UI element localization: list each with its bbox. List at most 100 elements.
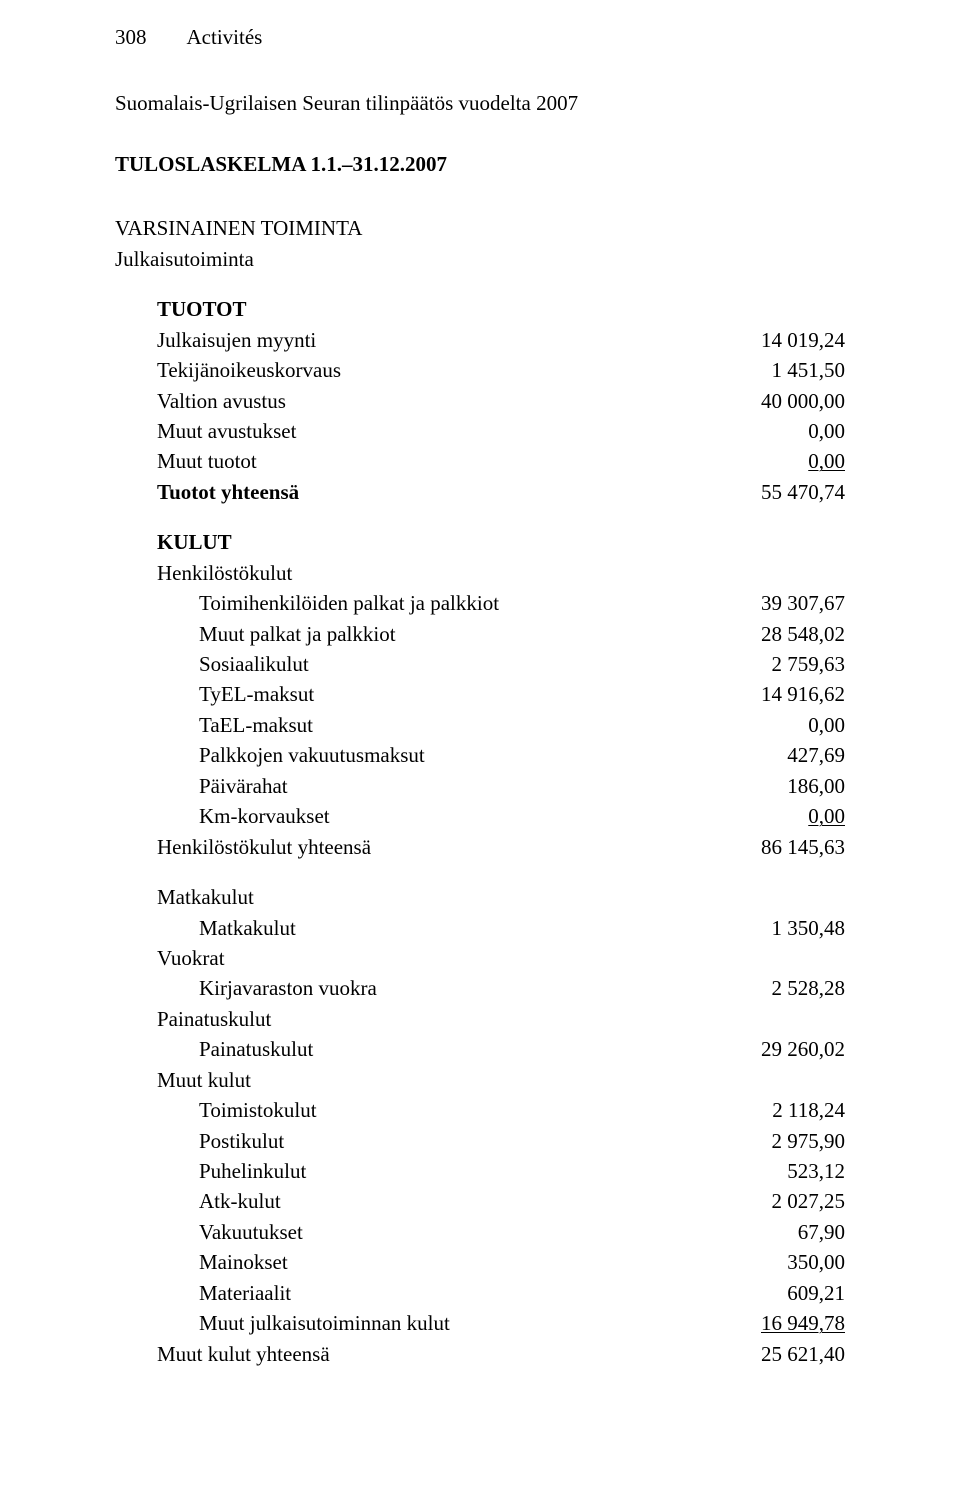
subsection-row: Matkakulut xyxy=(115,882,845,912)
row-value: 2 759,63 xyxy=(626,649,845,679)
row-label: TyEL-maksut xyxy=(115,679,626,709)
row-label: Muut julkaisutoiminnan kulut xyxy=(115,1308,626,1338)
tuotot-total-label: Tuotot yhteensä xyxy=(115,477,626,507)
row-value: 0,00 xyxy=(626,446,845,476)
table-row: Atk-kulut 2 027,25 xyxy=(115,1186,845,1216)
tuotot-header-row: TUOTOT xyxy=(115,294,845,324)
running-header: 308 Activités xyxy=(115,22,845,52)
row-value: 40 000,00 xyxy=(626,386,845,416)
table-row: TyEL-maksut 14 916,62 xyxy=(115,679,845,709)
row-label: Julkaisujen myynti xyxy=(115,325,626,355)
row-label: Matkakulut xyxy=(115,913,626,943)
table-row: Julkaisujen myynti 14 019,24 xyxy=(115,325,845,355)
row-label: Palkkojen vakuutusmaksut xyxy=(115,740,626,770)
table-row: Postikulut 2 975,90 xyxy=(115,1126,845,1156)
vuokrat-header: Vuokrat xyxy=(115,943,626,973)
title-line-2: TULOSLASKELMA 1.1.–31.12.2007 xyxy=(115,149,845,179)
row-label: Mainokset xyxy=(115,1247,626,1277)
tuotot-total-value: 55 470,74 xyxy=(626,477,845,507)
total-row: Muut kulut yhteensä 25 621,40 xyxy=(115,1339,845,1369)
row-value: 28 548,02 xyxy=(626,619,845,649)
table-row: Km-korvaukset 0,00 xyxy=(115,801,845,831)
row-label: Kirjavaraston vuokra xyxy=(115,973,626,1003)
row-value: 2 118,24 xyxy=(626,1095,845,1125)
row-value: 39 307,67 xyxy=(626,588,845,618)
row-label: Toimihenkilöiden palkat ja palkkiot xyxy=(115,588,626,618)
page: 308 Activités Suomalais-Ugrilaisen Seura… xyxy=(0,0,960,1409)
table-row: Materiaalit 609,21 xyxy=(115,1278,845,1308)
subsection-row: Vuokrat xyxy=(115,943,845,973)
row-label: Atk-kulut xyxy=(115,1186,626,1216)
table-row: Muut avustukset 0,00 xyxy=(115,416,845,446)
table-row: Päivärahat 186,00 xyxy=(115,771,845,801)
running-head-text: Activités xyxy=(187,22,263,52)
table-row: Muut palkat ja palkkiot 28 548,02 xyxy=(115,619,845,649)
subsection-row: Julkaisutoiminta xyxy=(115,244,845,274)
total-row: Tuotot yhteensä 55 470,74 xyxy=(115,477,845,507)
row-value: 0,00 xyxy=(626,710,845,740)
title-line-1: Suomalais-Ugrilaisen Seuran tilinpäätös … xyxy=(115,88,845,118)
row-label: TaEL-maksut xyxy=(115,710,626,740)
row-value: 427,69 xyxy=(626,740,845,770)
henkilostokulut-header: Henkilöstökulut xyxy=(115,558,626,588)
subsection-row: Painatuskulut xyxy=(115,1004,845,1034)
row-label: Km-korvaukset xyxy=(115,801,626,831)
table-row: Vakuutukset 67,90 xyxy=(115,1217,845,1247)
muut-total-label: Muut kulut yhteensä xyxy=(115,1339,626,1369)
row-label: Tekijänoikeuskorvaus xyxy=(115,355,626,385)
table-row: Valtion avustus 40 000,00 xyxy=(115,386,845,416)
row-value: 0,00 xyxy=(626,416,845,446)
row-value: 2 528,28 xyxy=(626,973,845,1003)
table-row: Muut tuotot 0,00 xyxy=(115,446,845,476)
row-value: 2 975,90 xyxy=(626,1126,845,1156)
muut-kulut-header: Muut kulut xyxy=(115,1065,626,1095)
table-row: Tekijänoikeuskorvaus 1 451,50 xyxy=(115,355,845,385)
row-label: Painatuskulut xyxy=(115,1034,626,1064)
table-row: Toimihenkilöiden palkat ja palkkiot 39 3… xyxy=(115,588,845,618)
financial-table: VARSINAINEN TOIMINTA Julkaisutoiminta TU… xyxy=(115,213,845,1369)
hk-total-value: 86 145,63 xyxy=(626,832,845,862)
row-value: 16 949,78 xyxy=(626,1308,845,1338)
row-value: 523,12 xyxy=(626,1156,845,1186)
hk-total-label: Henkilöstökulut yhteensä xyxy=(115,832,626,862)
title-block: Suomalais-Ugrilaisen Seuran tilinpäätös … xyxy=(115,88,845,179)
row-value: 1 350,48 xyxy=(626,913,845,943)
row-label: Postikulut xyxy=(115,1126,626,1156)
table-row: TaEL-maksut 0,00 xyxy=(115,710,845,740)
table-row: Toimistokulut 2 118,24 xyxy=(115,1095,845,1125)
row-label: Muut palkat ja palkkiot xyxy=(115,619,626,649)
row-label: Sosiaalikulut xyxy=(115,649,626,679)
tuotot-header: TUOTOT xyxy=(115,294,626,324)
row-value: 2 027,25 xyxy=(626,1186,845,1216)
row-value: 29 260,02 xyxy=(626,1034,845,1064)
varsinainen-toiminta-header: VARSINAINEN TOIMINTA xyxy=(115,213,626,243)
row-value: 186,00 xyxy=(626,771,845,801)
row-label: Toimistokulut xyxy=(115,1095,626,1125)
kulut-header: KULUT xyxy=(115,527,626,557)
row-value: 609,21 xyxy=(626,1278,845,1308)
table-row: Sosiaalikulut 2 759,63 xyxy=(115,649,845,679)
row-label: Muut tuotot xyxy=(115,446,626,476)
table-row: Kirjavaraston vuokra 2 528,28 xyxy=(115,973,845,1003)
table-row: Mainokset 350,00 xyxy=(115,1247,845,1277)
table-row: Puhelinkulut 523,12 xyxy=(115,1156,845,1186)
row-value: 350,00 xyxy=(626,1247,845,1277)
julkaisutoiminta-header: Julkaisutoiminta xyxy=(115,244,626,274)
row-label: Valtion avustus xyxy=(115,386,626,416)
row-label: Vakuutukset xyxy=(115,1217,626,1247)
matkakulut-header: Matkakulut xyxy=(115,882,626,912)
row-value: 67,90 xyxy=(626,1217,845,1247)
row-label: Päivärahat xyxy=(115,771,626,801)
row-value: 1 451,50 xyxy=(626,355,845,385)
table-row: Painatuskulut 29 260,02 xyxy=(115,1034,845,1064)
painatuskulut-header: Painatuskulut xyxy=(115,1004,626,1034)
section-header-row: VARSINAINEN TOIMINTA xyxy=(115,213,845,243)
row-label: Puhelinkulut xyxy=(115,1156,626,1186)
kulut-header-row: KULUT xyxy=(115,527,845,557)
row-value: 14 019,24 xyxy=(626,325,845,355)
row-label: Muut avustukset xyxy=(115,416,626,446)
subsection-row: Henkilöstökulut xyxy=(115,558,845,588)
row-label: Materiaalit xyxy=(115,1278,626,1308)
row-value: 14 916,62 xyxy=(626,679,845,709)
muut-total-value: 25 621,40 xyxy=(626,1339,845,1369)
